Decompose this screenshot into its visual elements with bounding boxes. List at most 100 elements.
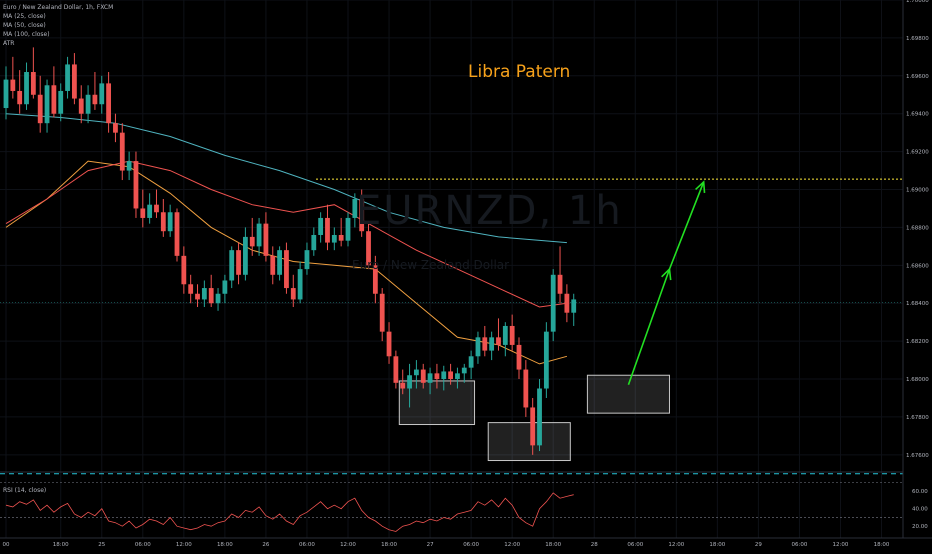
time-tick-14: 28 [591, 542, 598, 548]
projection-arrows [627, 180, 706, 385]
candle-35 [243, 236, 248, 275]
price-tick-11: 1.67800 [906, 415, 929, 421]
watermark-symbol: EURNZD, 1h [356, 188, 623, 234]
candle-5 [37, 94, 43, 124]
candle-48 [331, 235, 337, 243]
time-tick-2: 25 [98, 542, 105, 548]
candle-50 [345, 217, 351, 241]
candle-77 [530, 407, 536, 446]
watermark-description: Euro / New Zealand Dollar [352, 258, 510, 272]
price-tick-10: 1.68000 [906, 377, 929, 383]
candle-54 [372, 265, 378, 294]
time-tick-9: 18:00 [381, 542, 397, 548]
candle-18 [126, 161, 132, 171]
candle-11 [78, 98, 84, 114]
price-tick-4: 1.69200 [906, 150, 929, 156]
ma-line-2 [5, 113, 567, 244]
candle-80 [550, 274, 556, 332]
candle-20 [140, 208, 146, 218]
candle-58 [400, 382, 406, 389]
candle-0 [3, 79, 9, 109]
candle-69 [475, 337, 481, 357]
time-tick-15: 06:00 [627, 542, 643, 548]
rsi-tick-0: 60.00 [912, 489, 928, 495]
time-tick-12: 12:00 [504, 542, 520, 548]
candle-37 [256, 223, 262, 247]
demand-zone-2 [586, 374, 670, 414]
candle-32 [222, 280, 228, 294]
candle-7 [51, 85, 57, 114]
ma-line-1 [5, 160, 567, 308]
time-tick-11: 06:00 [463, 542, 479, 548]
candle-56 [386, 331, 392, 357]
arrow-shaft-0 [627, 268, 671, 385]
candle-59 [407, 375, 412, 389]
candle-36 [249, 236, 255, 247]
candle-28 [195, 293, 200, 300]
candle-60 [414, 369, 419, 376]
candle-61 [420, 369, 426, 383]
price-tick-7: 1.68600 [906, 263, 929, 269]
candle-57 [393, 356, 399, 383]
arrow-head-1 [695, 180, 706, 193]
candle-53 [366, 231, 371, 266]
rsi-label[interactable]: RSI (14, close) [3, 487, 47, 494]
candle-39 [270, 255, 276, 275]
indicator-ma100[interactable]: MA (100, close) [3, 31, 50, 38]
candle-83 [571, 299, 577, 313]
candle-65 [448, 371, 453, 380]
candle-63 [434, 373, 440, 380]
candle-31 [215, 293, 221, 304]
candle-71 [489, 337, 495, 351]
candle-14 [99, 83, 105, 105]
indicator-ma50[interactable]: MA (50, close) [3, 22, 46, 29]
time-axis[interactable]: 00 18:00 25 06:00 12:00 18:00 26 06:00 12:00 18:0… [0, 537, 932, 548]
time-tick-3: 06:00 [135, 542, 151, 548]
demand-zone-1 [487, 422, 571, 462]
candle-29 [201, 288, 207, 300]
candle-51 [352, 198, 358, 218]
candle-74 [509, 325, 515, 345]
candle-12 [85, 94, 91, 114]
candle-22 [154, 204, 159, 213]
candle-38 [263, 223, 269, 256]
time-tick-0: 00 [3, 542, 10, 548]
candle-41 [284, 250, 289, 289]
candle-40 [277, 250, 282, 275]
rsi-line [5, 492, 574, 532]
candle-62 [427, 373, 433, 383]
time-tick-10: 27 [427, 542, 434, 548]
candle-76 [523, 369, 529, 408]
candle-43 [297, 269, 303, 300]
time-tick-20: 12:00 [833, 542, 849, 548]
price-tick-1: 1.69800 [906, 36, 929, 42]
price-tick-5: 1.69000 [906, 188, 929, 194]
candle-46 [318, 217, 324, 235]
candle-16 [113, 123, 118, 133]
time-tick-5: 18:00 [217, 542, 233, 548]
candle-55 [379, 293, 385, 332]
grid-lines [0, 0, 903, 538]
candle-13 [92, 94, 98, 105]
price-tick-0: 1.70000 [906, 0, 929, 4]
arrow-shaft-1 [668, 181, 705, 270]
time-tick-6: 26 [262, 542, 269, 548]
price-axis[interactable]: 1.70000 1.69800 1.69600 1.69400 1.69200 1.690… [902, 0, 929, 538]
time-tick-13: 18:00 [545, 542, 561, 548]
candle-68 [468, 356, 474, 368]
price-levels [0, 178, 903, 475]
price-tick-3: 1.69400 [906, 112, 929, 118]
candle-1 [10, 79, 16, 91]
candle-19 [133, 161, 139, 209]
indicator-ma25[interactable]: MA (25, close) [3, 13, 46, 20]
time-tick-1: 18:00 [53, 542, 69, 548]
indicator-atr[interactable]: ATR [3, 40, 15, 47]
candle-25 [174, 212, 180, 256]
candle-3 [24, 72, 29, 105]
candle-10 [72, 64, 77, 99]
symbol-line[interactable]: Euro / New Zealand Dollar, 1h, FXCM [3, 4, 114, 11]
candle-75 [516, 344, 522, 370]
candle-27 [188, 284, 194, 294]
